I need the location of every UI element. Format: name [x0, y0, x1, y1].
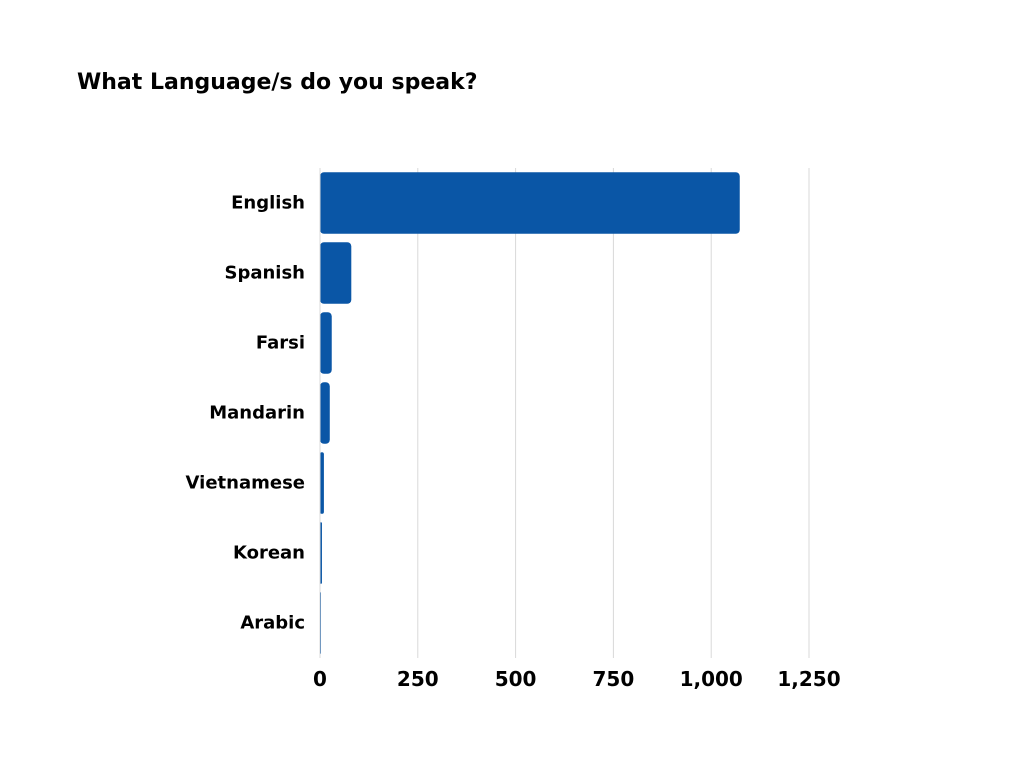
x-tick-label: 0: [313, 667, 327, 691]
category-label: Korean: [233, 543, 305, 564]
x-tick-label: 250: [397, 667, 439, 691]
bar: [320, 382, 330, 444]
x-tick-labels: 0 250 500 750 1,000 1,250: [313, 667, 841, 691]
bar: [320, 312, 332, 374]
x-tick-label: 1,000: [680, 667, 743, 691]
x-tick-label: 500: [495, 667, 537, 691]
x-tick-label: 750: [593, 667, 635, 691]
x-tick-label: 1,250: [777, 667, 840, 691]
category-label: Farsi: [256, 333, 305, 354]
category-label: Mandarin: [209, 403, 305, 424]
bars: [320, 172, 740, 654]
gridlines: [417, 168, 810, 658]
bar: [320, 172, 740, 234]
category-label: Vietnamese: [186, 473, 305, 494]
category-label: Spanish: [224, 263, 305, 284]
chart-title: What Language/s do you speak?: [77, 70, 478, 95]
bar: [320, 452, 324, 514]
bar: [320, 242, 352, 304]
category-labels: English Spanish Farsi Mandarin Vietnamese Kor…: [186, 193, 305, 634]
category-label: English: [231, 193, 305, 214]
category-label: Arabic: [240, 613, 305, 634]
